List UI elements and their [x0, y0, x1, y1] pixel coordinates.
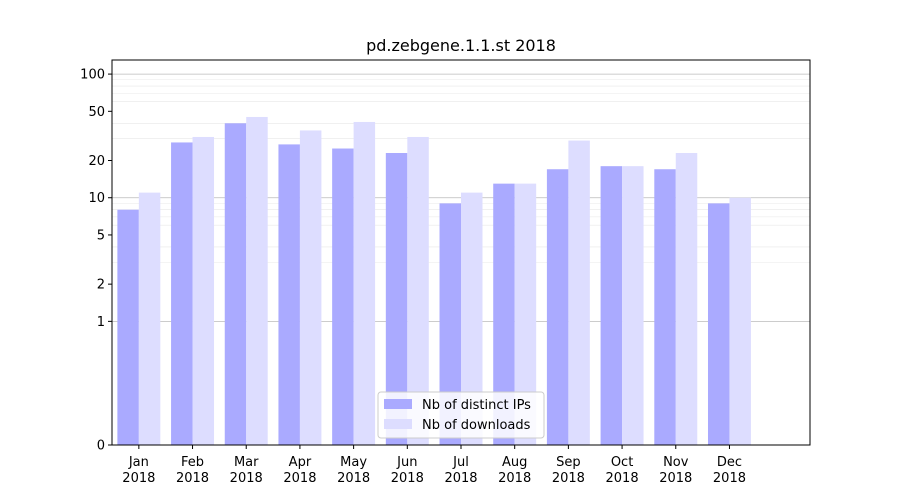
bar-downloads: [299, 130, 322, 445]
bar-downloads: [353, 121, 376, 445]
bar-distinct-ips: [707, 203, 730, 445]
legend-label: Nb of downloads: [422, 418, 531, 433]
x-tick-label: Aug 2018: [498, 455, 531, 486]
bar-distinct-ips: [600, 166, 623, 445]
bar-distinct-ips: [546, 169, 569, 445]
x-tick-label: Jan 2018: [122, 455, 155, 486]
bar-downloads: [622, 166, 644, 445]
legend-swatch: [384, 419, 412, 429]
legend-label: Nb of distinct IPs: [422, 398, 531, 413]
bar-distinct-ips: [439, 203, 461, 445]
bar-downloads: [729, 197, 751, 445]
y-tick-label: 1: [97, 315, 105, 330]
chart-title: pd.zebgene.1.1.st 2018: [366, 36, 556, 55]
x-axis: Jan 2018 Feb 2018 Mar 2018 Apr 2018 May 2018 Jun 20…: [122, 445, 746, 486]
y-tick-label: 0: [97, 439, 105, 454]
bar-distinct-ips: [493, 183, 515, 445]
bar-distinct-ips: [117, 209, 139, 445]
x-tick-label: Jul 2018: [444, 455, 477, 486]
bar-downloads: [138, 192, 161, 445]
y-tick-label: 50: [88, 105, 105, 120]
y-tick-label: 2: [97, 278, 105, 293]
y-tick-label: 20: [88, 154, 105, 169]
x-tick-label: Sep 2018: [552, 455, 585, 486]
bar-distinct-ips: [278, 144, 300, 445]
x-tick-label: Nov 2018: [659, 455, 692, 486]
x-tick-label: Dec 2018: [713, 455, 746, 486]
legend-box: [377, 391, 545, 439]
bar-distinct-ips: [654, 169, 676, 445]
bar-distinct-ips: [385, 153, 408, 445]
y-tick-label: 100: [80, 68, 105, 83]
bar-downloads: [192, 136, 215, 445]
y-axis: 0 1 2 5 10 20 50 100: [80, 68, 112, 454]
x-tick-label: Oct 2018: [606, 455, 639, 486]
x-tick-label: Jun 2018: [391, 455, 424, 486]
bar-downloads: [407, 136, 429, 445]
legend-swatch: [384, 399, 412, 409]
bar-distinct-ips: [332, 148, 354, 445]
bar-downloads: [461, 192, 483, 445]
y-tick-label: 5: [97, 228, 105, 243]
bar-downloads: [568, 140, 590, 445]
bars: [117, 116, 751, 445]
bar-downloads: [246, 116, 268, 445]
x-tick-label: Apr 2018: [283, 455, 316, 486]
x-tick-label: Mar 2018: [230, 455, 263, 486]
legend: Nb of distinct IPs Nb of downloads: [377, 391, 545, 439]
bar-distinct-ips: [224, 123, 247, 445]
y-tick-label: 10: [88, 191, 105, 206]
bar-distinct-ips: [171, 142, 193, 445]
x-tick-label: May 2018: [337, 455, 370, 486]
bar-downloads: [514, 183, 537, 445]
bar-downloads: [675, 153, 698, 445]
x-tick-label: Feb 2018: [176, 455, 209, 486]
